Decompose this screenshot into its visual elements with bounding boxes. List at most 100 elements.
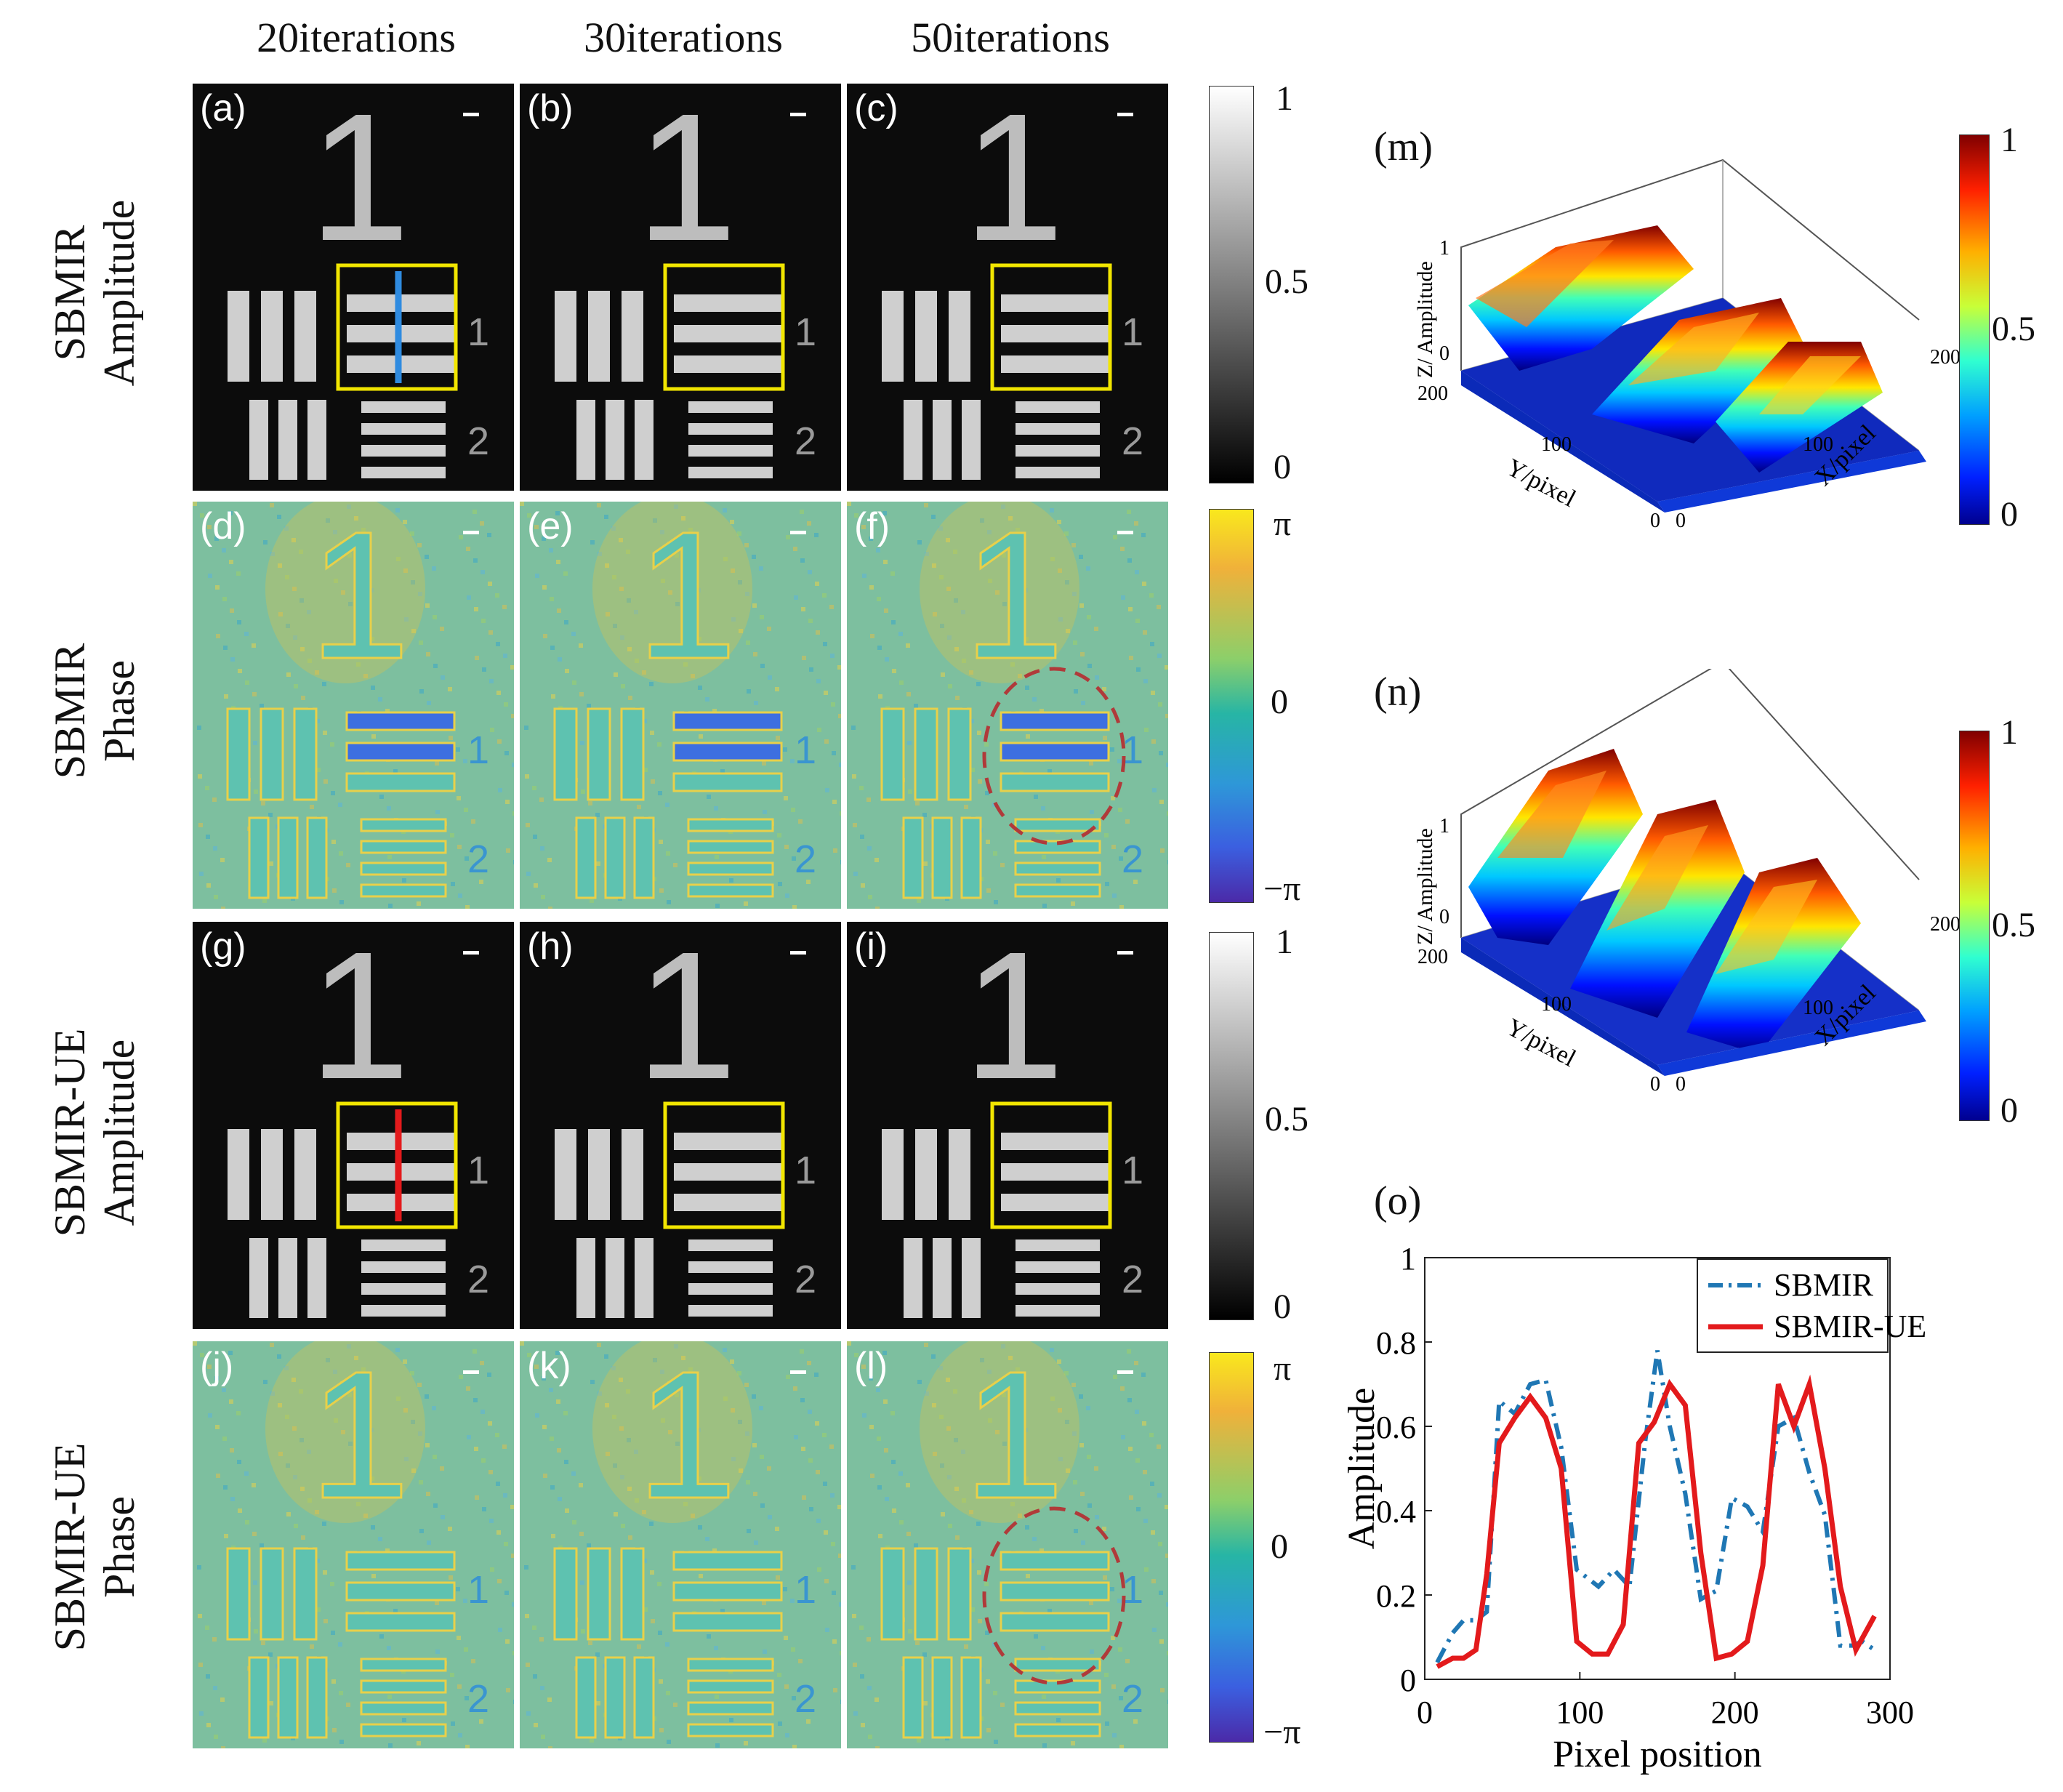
surface-n-y-tick-200: 200 xyxy=(1417,946,1448,968)
image-panel: 1 1 2 (h) xyxy=(520,922,841,1329)
target-digit-one: 1 xyxy=(963,922,1064,1117)
surface-n-graphic: 1 0 200 100 0 200 100 0 Z/ Amplitude Y/p… xyxy=(1413,669,1961,1096)
series-sbmir-line xyxy=(1435,1350,1876,1664)
roi-box xyxy=(336,263,458,391)
surface-m-label: (m) xyxy=(1374,124,1433,169)
surface-n-z-tick-0: 0 xyxy=(1439,906,1449,928)
target-graphic: 112 xyxy=(520,1341,841,1748)
target-graphic: 112 xyxy=(555,922,816,1318)
jet-n-bottom: 0 xyxy=(2000,1091,2018,1130)
jet-n-mid: 0.5 xyxy=(1992,906,2035,944)
column-header-30: 30iterations xyxy=(584,14,783,61)
panel-label: (k) xyxy=(527,1345,571,1387)
panel-label: (f) xyxy=(854,505,890,547)
surface-n-y-tick-0: 0 xyxy=(1650,1073,1660,1096)
chart-legend: SBMIR SBMIR-UE xyxy=(1697,1258,1926,1353)
surface-m-x-tick-100: 100 xyxy=(1803,433,1833,456)
y-tick-label: 1 xyxy=(1400,1241,1416,1277)
surface-m-ylabel: Y/pixel xyxy=(1502,454,1580,513)
target-digit-two: 2 xyxy=(795,1258,816,1301)
column-header-50: 50iterations xyxy=(911,14,1110,61)
surface-m-z-tick-0: 0 xyxy=(1439,342,1449,365)
surface-m-y-tick-200: 200 xyxy=(1417,382,1448,405)
image-panel: 1 1 2 (i) xyxy=(847,922,1168,1329)
x-tick-label: 300 xyxy=(1866,1695,1914,1730)
surface-n-z-tick-1: 1 xyxy=(1439,815,1449,837)
target-graphic: 112 xyxy=(882,84,1143,480)
roi-box xyxy=(990,263,1112,391)
image-panel: 1 1 2 (l) xyxy=(847,1341,1168,1748)
surface-n-y-tick-100: 100 xyxy=(1541,993,1572,1016)
target-digit-two: 2 xyxy=(467,837,489,881)
colorbar-phase-top xyxy=(1209,509,1254,903)
surface-m-y-tick-0: 0 xyxy=(1650,510,1660,532)
row-header-sbmir-phase: SBMIR Phase xyxy=(46,643,143,779)
target-digit-one-small: 1 xyxy=(795,310,816,354)
row-header-sbmir-amplitude: SBMIR Amplitude xyxy=(46,199,143,387)
chart-plot-area xyxy=(1424,1257,1891,1680)
highlight-circle xyxy=(982,1506,1126,1685)
surface-n-x-tick-0: 0 xyxy=(1676,1073,1686,1096)
colorbar-gray-top xyxy=(1209,86,1254,483)
target-digit-one-small: 1 xyxy=(467,310,489,354)
gray2-mid-label: 0.5 xyxy=(1265,1100,1308,1138)
target-digit-one: 1 xyxy=(963,502,1064,696)
legend-sbmirue: SBMIR-UE xyxy=(1774,1309,1926,1344)
panel-label: (d) xyxy=(200,505,246,547)
target-digit-two: 2 xyxy=(1122,837,1143,881)
panel-label: (i) xyxy=(854,925,888,968)
gray-mid-label: 0.5 xyxy=(1265,262,1308,301)
target-digit-one-small: 1 xyxy=(1122,310,1143,354)
chart-o-label: (o) xyxy=(1374,1178,1422,1224)
target-graphic: 112 xyxy=(847,1341,1168,1748)
colorbar-gray-bottom xyxy=(1209,932,1254,1320)
target-digit-one: 1 xyxy=(309,1341,410,1536)
target-digit-two: 2 xyxy=(1122,419,1143,463)
target-graphic: 112 xyxy=(847,502,1168,909)
target-digit-one-small: 1 xyxy=(795,728,816,772)
image-panel: 1 1 2 (g) xyxy=(193,922,514,1329)
target-digit-one: 1 xyxy=(309,84,410,278)
column-header-20: 20iterations xyxy=(257,14,456,61)
phase-mid-label: 0 xyxy=(1271,683,1288,721)
x-tick-label: 0 xyxy=(1417,1695,1433,1730)
target-digit-one: 1 xyxy=(636,84,737,278)
panel-label: (h) xyxy=(527,925,574,968)
panel-label: (c) xyxy=(854,87,898,129)
target-graphic: 112 xyxy=(520,502,841,909)
target-graphic: 112 xyxy=(228,84,489,480)
target-digit-one-small: 1 xyxy=(467,1149,489,1192)
panel-label: (a) xyxy=(200,87,246,129)
target-graphic: 112 xyxy=(193,1341,514,1748)
y-tick-label: 0 xyxy=(1400,1663,1416,1698)
surface-m-y-tick-100: 100 xyxy=(1541,433,1572,456)
target-digit-one: 1 xyxy=(309,922,410,1117)
surface-m-z-tick-1: 1 xyxy=(1439,237,1449,260)
jet-n-top: 1 xyxy=(2000,713,2018,752)
image-panel: 1 1 2 (a) xyxy=(193,84,514,491)
phase-top-label: π xyxy=(1274,505,1292,543)
target-digit-one-small: 1 xyxy=(467,728,489,772)
target-graphic: 112 xyxy=(228,922,489,1318)
target-digit-one: 1 xyxy=(309,502,410,696)
image-panel: 1 1 2 (d) xyxy=(193,502,514,909)
image-panel: 1 1 2 (b) xyxy=(520,84,841,491)
jet-m-bottom: 0 xyxy=(2000,495,2018,534)
target-digit-one: 1 xyxy=(636,922,737,1117)
colorbar-jet-m xyxy=(1959,134,1990,525)
image-panel: 1 1 2 (e) xyxy=(520,502,841,909)
surface-m-zlabel: Z/ Amplitude xyxy=(1413,261,1437,378)
jet-m-top: 1 xyxy=(2000,121,2018,159)
series-sbmirue-line xyxy=(1436,1374,1877,1669)
roi-box xyxy=(663,1101,785,1229)
y-tick-label: 0.2 xyxy=(1376,1578,1416,1614)
target-digit-two: 2 xyxy=(1122,1258,1143,1301)
target-digit-one-small: 1 xyxy=(1122,1149,1143,1192)
legend-sbmir: SBMIR xyxy=(1774,1267,1874,1303)
target-graphic: 112 xyxy=(555,84,816,480)
surface-n-ylabel: Y/pixel xyxy=(1502,1013,1580,1072)
jet-m-mid: 0.5 xyxy=(1992,310,2035,348)
surface-plot-n: (n) 1 0 200 100 0 200 100 0 Z/ Amplitude… xyxy=(1352,669,2006,1120)
target-digit-one: 1 xyxy=(636,1341,737,1536)
chart-ylabel: Amplitude xyxy=(1341,1388,1383,1549)
